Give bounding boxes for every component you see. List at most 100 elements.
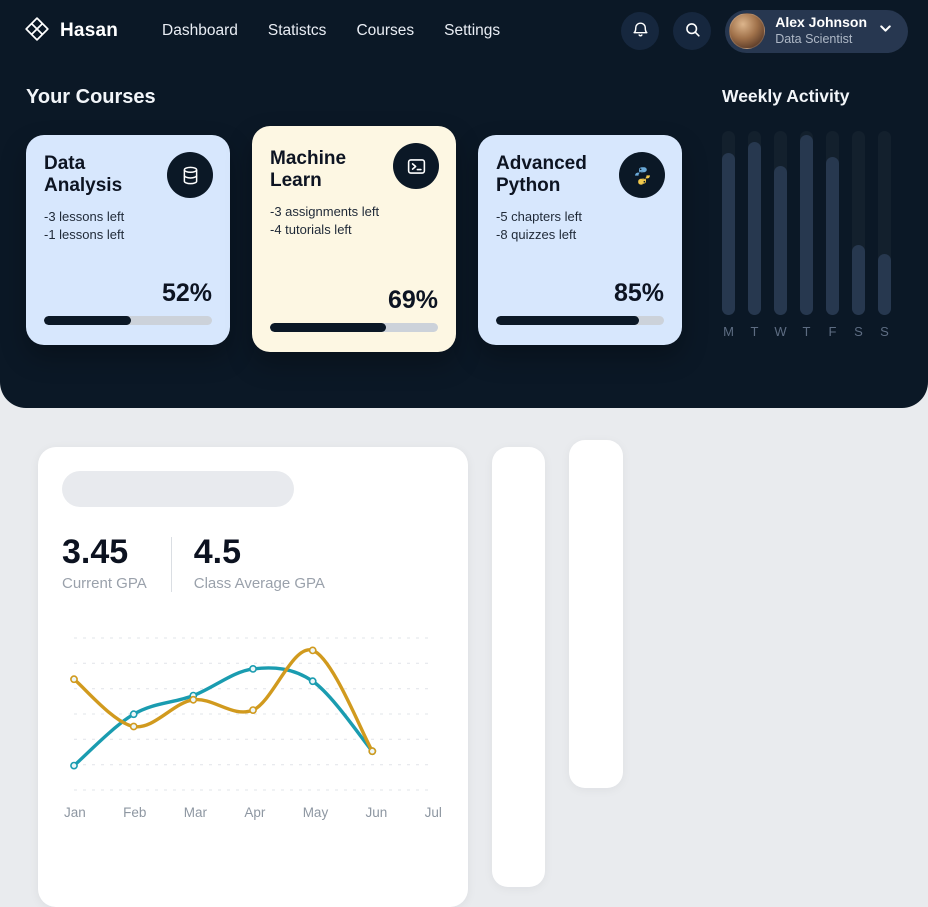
course-items: -3 lessons left -1 lessons left xyxy=(44,208,212,244)
course-item: -4 tutorials left xyxy=(270,222,352,238)
bell-icon xyxy=(631,20,650,42)
course-card-advanced-python[interactable]: Advanced Python -5 chapters left -8 quiz… xyxy=(478,135,682,345)
partial-card-2 xyxy=(569,440,623,788)
avatar xyxy=(729,13,766,49)
user-menu[interactable]: Alex Johnson Data Scientist xyxy=(725,9,908,53)
search-icon xyxy=(683,20,702,42)
weekly-bar xyxy=(774,165,787,315)
courses-column: Your Courses Data Analysis -3 lessons le… xyxy=(26,86,682,352)
user-name: Alex Johnson xyxy=(775,14,867,31)
x-axis-label: Jan xyxy=(64,805,86,820)
weekly-day-label: W xyxy=(774,324,787,339)
weekly-day-label: T xyxy=(802,324,811,339)
weekly-day-label: S xyxy=(880,324,889,339)
progress-bar xyxy=(44,316,212,325)
weekly-bar xyxy=(826,156,839,315)
nav-courses[interactable]: Courses xyxy=(356,22,415,39)
brand[interactable]: Hasan xyxy=(24,16,118,47)
weekly-bar-track xyxy=(826,131,839,315)
database-icon xyxy=(167,152,213,198)
course-card-data-analysis[interactable]: Data Analysis -3 lessons left -1 lessons… xyxy=(26,135,230,345)
nav-settings[interactable]: Settings xyxy=(444,22,501,39)
course-items: -3 assignments left -4 tutorials left xyxy=(270,203,438,239)
weekly-day-label: S xyxy=(854,324,863,339)
weekly-bar-track xyxy=(800,131,813,315)
weekly-bar-track xyxy=(852,131,865,315)
weekly-bar xyxy=(722,153,735,315)
current-gpa-label: Current GPA xyxy=(62,575,147,592)
progress-fill xyxy=(496,316,639,325)
top-navbar: Hasan Dashboard Statistcs Courses Settin… xyxy=(0,0,928,62)
weekly-day-label: F xyxy=(828,324,837,339)
course-item: -3 lessons left xyxy=(44,209,125,225)
course-title: Advanced Python xyxy=(496,153,587,197)
weekly-activity-chart xyxy=(722,131,906,315)
course-item: -3 assignments left xyxy=(270,204,380,220)
course-percent: 85% xyxy=(613,279,664,307)
course-item: -1 lessons left xyxy=(44,227,125,243)
weekly-bar xyxy=(878,254,891,315)
course-title: Machine Learn xyxy=(270,148,347,192)
brand-name: Hasan xyxy=(60,20,119,41)
x-axis-label: Apr xyxy=(244,805,266,820)
course-item: -8 quizzes left xyxy=(496,227,577,243)
x-axis-label: Mar xyxy=(183,805,207,820)
course-card-machine-learn[interactable]: Machine Learn -3 assignments left -4 tut… xyxy=(252,126,456,352)
skeleton-title xyxy=(62,471,294,507)
gpa-card: 3.45 Current GPA 4.5 Class Average GPA J… xyxy=(38,447,468,907)
weekly-day-label: M xyxy=(723,324,734,339)
current-gpa-stat: 3.45 Current GPA xyxy=(62,535,147,592)
search-button[interactable] xyxy=(673,12,712,50)
main-nav: Dashboard Statistcs Courses Settings xyxy=(162,22,500,40)
weekly-bar-track xyxy=(878,131,891,315)
course-item: -5 chapters left xyxy=(496,209,582,225)
weekly-day-label: T xyxy=(750,324,759,339)
nav-dashboard[interactable]: Dashboard xyxy=(162,22,238,39)
stats-divider xyxy=(170,537,172,592)
gpa-line-chart xyxy=(70,637,432,791)
user-role: Data Scientist xyxy=(775,31,853,46)
x-axis-label: Feb xyxy=(123,805,147,820)
course-items: -5 chapters left -8 quizzes left xyxy=(496,208,664,244)
your-courses-title: Your Courses xyxy=(26,86,156,108)
course-percent: 69% xyxy=(387,286,438,314)
nav-actions: Alex Johnson Data Scientist xyxy=(621,9,908,53)
weekly-bar xyxy=(852,245,865,315)
gpa-x-axis-labels: Jan Feb Mar Apr May Jun Jul xyxy=(62,805,444,820)
x-axis-label: May xyxy=(302,805,329,820)
main-content: 3.45 Current GPA 4.5 Class Average GPA J… xyxy=(0,408,928,907)
hero-section: Your Courses Data Analysis -3 lessons le… xyxy=(0,62,928,352)
user-text: Alex Johnson Data Scientist xyxy=(775,14,867,47)
top-dark-panel: Hasan Dashboard Statistcs Courses Settin… xyxy=(0,0,928,408)
course-title: Data Analysis xyxy=(44,153,123,197)
class-average-value: 4.5 xyxy=(193,533,242,571)
partial-card-1 xyxy=(492,447,545,887)
gpa-chart-wrap: Jan Feb Mar Apr May Jun Jul xyxy=(62,628,444,820)
class-average-stat: 4.5 Class Average GPA xyxy=(194,535,325,592)
course-percent: 52% xyxy=(161,279,212,307)
weekly-bar xyxy=(748,142,761,315)
notifications-button[interactable] xyxy=(621,12,660,50)
x-axis-label: Jul xyxy=(424,805,442,820)
python-icon xyxy=(619,152,665,198)
progress-bar xyxy=(270,323,438,332)
weekly-bar-track xyxy=(722,131,735,315)
weekly-bar-track xyxy=(774,131,787,315)
progress-bar xyxy=(496,316,664,325)
gpa-stats: 3.45 Current GPA 4.5 Class Average GPA xyxy=(62,535,444,592)
x-axis-label: Jun xyxy=(365,805,388,820)
brand-logo-icon xyxy=(24,16,50,47)
current-gpa-value: 3.45 xyxy=(62,533,129,571)
progress-fill xyxy=(44,316,132,325)
weekly-bar xyxy=(800,134,813,315)
weekly-activity-title: Weekly Activity xyxy=(722,86,850,106)
class-average-label: Class Average GPA xyxy=(193,575,325,592)
chevron-down-icon xyxy=(877,20,894,42)
course-cards-row: Data Analysis -3 lessons left -1 lessons… xyxy=(26,126,682,352)
nav-statistics[interactable]: Statistcs xyxy=(267,22,327,39)
terminal-icon xyxy=(393,143,439,189)
progress-fill xyxy=(270,323,386,332)
weekly-bar-track xyxy=(748,131,761,315)
